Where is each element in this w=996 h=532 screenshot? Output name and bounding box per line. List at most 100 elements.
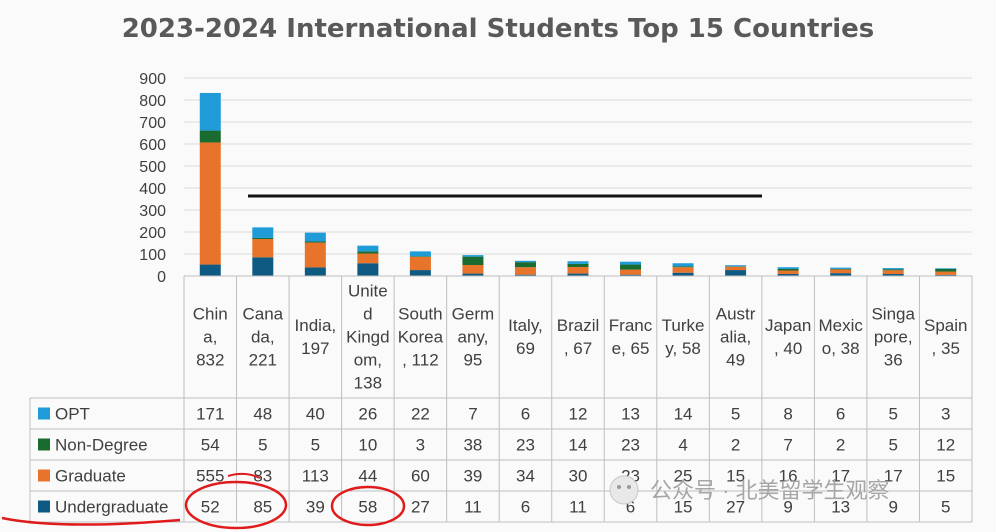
watermark-text: 公众号 · 北美留学生观察 xyxy=(650,478,890,503)
y-tick-label: 0 xyxy=(157,269,166,286)
y-tick-label: 400 xyxy=(139,181,166,198)
y-tick-label: 900 xyxy=(139,71,166,88)
bar-segment xyxy=(462,265,484,274)
bar-segment xyxy=(357,253,379,264)
table-value: 83 xyxy=(253,467,272,486)
bar-segment xyxy=(567,261,589,264)
legend-swatch xyxy=(38,438,50,451)
table-value: 5 xyxy=(311,436,320,455)
bar-segment xyxy=(725,270,747,276)
y-tick-label: 800 xyxy=(139,93,166,110)
table-value: 13 xyxy=(831,498,850,517)
table-value: 12 xyxy=(936,436,955,455)
legend-swatch xyxy=(38,469,50,482)
table-value: 22 xyxy=(411,405,430,424)
bar-segment xyxy=(567,263,589,267)
table-value: 2 xyxy=(731,436,740,455)
bar-segment xyxy=(620,261,642,265)
y-tick-label: 200 xyxy=(139,225,166,242)
bar-segment xyxy=(462,255,484,257)
table-value: 13 xyxy=(621,405,640,424)
category-label: Brazil, 67 xyxy=(557,316,600,358)
table-value: 44 xyxy=(358,467,377,486)
table-value: 8 xyxy=(783,405,792,424)
bar-segment xyxy=(199,92,221,131)
bar-segment xyxy=(409,256,431,257)
table-value: 5 xyxy=(888,405,897,424)
table-value: 27 xyxy=(411,498,430,517)
table-value: 52 xyxy=(201,498,220,517)
bar-segment xyxy=(199,130,221,143)
table-value: 3 xyxy=(941,405,950,424)
bar-segment xyxy=(672,266,694,268)
bar-segment xyxy=(252,227,274,238)
table-value: 58 xyxy=(358,498,377,517)
table-value: 54 xyxy=(201,436,220,455)
y-tick-label: 700 xyxy=(139,115,166,132)
bar-segment xyxy=(409,256,431,271)
table-value: 11 xyxy=(569,498,587,517)
category-label: India, 197 xyxy=(295,316,337,358)
category-label: Austr alia, 49 xyxy=(716,305,756,370)
table-value: 14 xyxy=(569,436,588,455)
table-value: 11 xyxy=(464,498,482,517)
category-label: Cana da, 221 xyxy=(242,305,283,370)
table-value: 7 xyxy=(468,405,477,424)
annotation-stroke xyxy=(227,472,261,479)
bar-segment xyxy=(777,267,799,269)
bar-segment xyxy=(252,257,274,276)
table-value: 14 xyxy=(674,405,693,424)
category-label: Turke y, 58 xyxy=(662,316,705,358)
bar-segment xyxy=(514,260,536,263)
bar-segment xyxy=(567,266,589,274)
table-value: 555 xyxy=(196,467,224,486)
table-value: 9 xyxy=(783,498,792,517)
bar-segment xyxy=(304,242,326,268)
bar-segment xyxy=(935,268,957,269)
table-value: 5 xyxy=(888,436,897,455)
legend-label: OPT xyxy=(55,405,90,424)
category-label: Singa pore, 36 xyxy=(871,305,915,370)
table-value: 16 xyxy=(779,467,798,486)
table-value: 26 xyxy=(358,405,377,424)
table-value: 5 xyxy=(258,436,267,455)
bar-segment xyxy=(304,267,326,276)
table-value: 4 xyxy=(678,436,687,455)
annotation-circle xyxy=(184,480,288,530)
bar-segment xyxy=(882,268,904,270)
table-value: 39 xyxy=(463,467,482,486)
table-value: 5 xyxy=(941,498,950,517)
table-value: 15 xyxy=(726,467,745,486)
category-label: Chin a, 832 xyxy=(193,305,228,370)
table-value: 6 xyxy=(836,405,845,424)
y-tick-label: 100 xyxy=(139,247,166,264)
legend-label: Graduate xyxy=(55,467,126,486)
bar-segment xyxy=(725,266,747,271)
bar-segment xyxy=(777,268,799,271)
y-tick-label: 500 xyxy=(139,159,166,176)
legend-label: Undergraduate xyxy=(55,498,168,517)
bar-segment xyxy=(935,271,957,275)
table-value: 34 xyxy=(516,467,535,486)
y-tick-label: 300 xyxy=(139,203,166,220)
bar-segment xyxy=(777,274,799,276)
bar-segment xyxy=(252,237,274,240)
bar-segment xyxy=(514,274,536,276)
bar-segment xyxy=(514,267,536,275)
bar-segment xyxy=(199,264,221,276)
bar-segment xyxy=(304,241,326,243)
bar-segment xyxy=(620,269,642,275)
bar-segment xyxy=(882,270,904,275)
category-label: Japan, 40 xyxy=(765,316,811,358)
chart-title: 2023-2024 International Students Top 15 … xyxy=(121,14,875,44)
legend-label: Non-Degree xyxy=(55,436,148,455)
table-value: 171 xyxy=(196,405,224,424)
table-value: 27 xyxy=(726,498,745,517)
table-value: 10 xyxy=(358,436,377,455)
bar-segment xyxy=(882,274,904,276)
table-value: 60 xyxy=(411,467,430,486)
table-value: 6 xyxy=(626,498,635,517)
category-label: South Korea, 112 xyxy=(398,305,444,370)
bar-segment xyxy=(409,270,431,276)
